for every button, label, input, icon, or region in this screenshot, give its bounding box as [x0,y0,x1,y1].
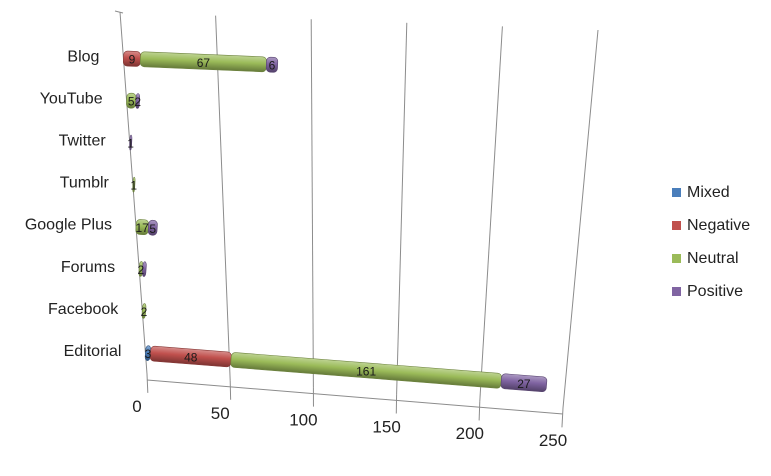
gridline-200 [479,26,503,402]
data-label-google-plus-neutral: 17 [136,221,150,235]
bar-tumblr-neutral [132,176,136,193]
data-label-forums-neutral: 2 [138,263,145,277]
data-label-editorial-positive: 27 [517,377,531,391]
category-label-youtube: YouTube [40,90,103,107]
bar-editorial-positive [500,373,548,393]
data-label-blog-neutral: 67 [197,56,211,70]
bar-twitter-positive [129,134,133,151]
category-label-tumblr: Tumblr [60,175,110,192]
legend: Mixed Negative Neutral Positive [672,176,750,308]
category-label-google-plus: Google Plus [25,217,112,234]
data-label-blog-positive: 6 [269,59,276,73]
legend-swatch-neutral [672,254,681,263]
bar-youtube-positive [135,93,141,109]
x-tick-label-0: 0 [132,397,141,416]
x-tick-label-100: 100 [289,411,317,430]
x-tick-label-50: 50 [211,404,230,423]
bars [123,50,548,393]
category-label-forums: Forums [61,259,115,276]
gridline-100 [310,19,314,388]
data-label-tumblr-neutral: 1 [130,179,137,193]
bar-google-plus-positive [147,219,158,236]
floor-edge [146,379,564,415]
bar-blog-positive [265,56,279,73]
category-label-facebook: Facebook [48,301,119,318]
data-label-twitter-positive: 1 [127,137,134,151]
data-label-editorial-neutral: 161 [356,364,376,378]
category-label-editorial: Editorial [64,343,122,360]
legend-swatch-mixed [672,188,681,197]
data-label-youtube-neutral: 5 [128,95,135,109]
bar-forums-positive [142,261,147,277]
category-label-twitter: Twitter [59,133,107,150]
data-label-facebook-neutral: 2 [141,305,148,319]
data-label-editorial-negative: 48 [184,351,198,365]
x-tick-label-150: 150 [372,417,400,436]
gridline-150 [396,22,408,395]
floor-tick-250 [561,407,564,428]
data-label-editorial-mixed: 3 [145,347,152,361]
bar-facebook-neutral [141,303,147,319]
x-tick-labels: 0 50 100 150 200 250 [132,397,567,450]
legend-label-negative: Negative [687,216,751,234]
legend-item-neutral: Neutral [672,242,750,275]
data-label-blog-negative: 9 [129,53,136,67]
legend-swatch-negative [672,221,681,230]
floor-tick-200 [478,401,481,421]
legend-label-positive: Positive [687,282,744,300]
floor-tick-0 [146,373,149,393]
y-axis-cap [114,10,124,14]
legend-swatch-positive [672,287,681,296]
legend-label-mixed: Mixed [687,183,730,201]
legend-item-negative: Negative [672,209,750,242]
gridlines [114,10,599,428]
category-labels: Blog YouTube Twitter Tumblr Google Plus Forum… [25,48,122,360]
data-label-google-plus-positive: 5 [149,222,156,236]
data-label-youtube-positive: 2 [134,95,141,109]
legend-item-mixed: Mixed [672,176,750,209]
gridline-250 [562,29,599,409]
legend-label-neutral: Neutral [687,249,739,267]
gridline-50 [215,15,231,381]
x-tick-label-250: 250 [539,431,567,450]
x-tick-label-200: 200 [456,424,484,443]
legend-item-positive: Positive [672,275,750,308]
category-label-blog: Blog [67,48,99,65]
